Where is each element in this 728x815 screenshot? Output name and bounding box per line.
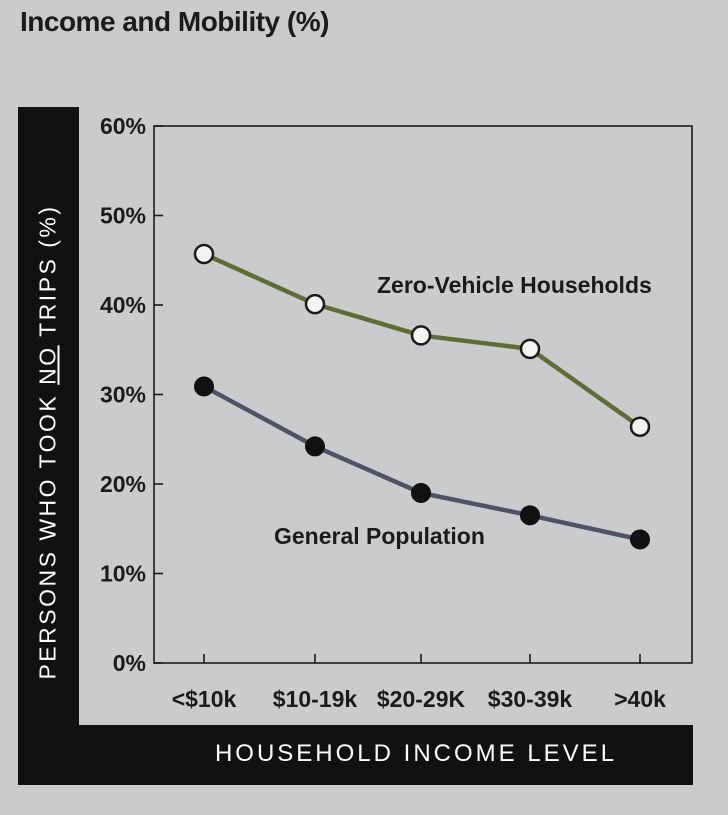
data-point (193, 243, 215, 265)
x-tick-label: $10-19k (273, 686, 358, 712)
data-point (305, 436, 325, 457)
x-tick-label: $20-29K (377, 686, 466, 712)
plot-frame (153, 125, 693, 664)
data-point (519, 338, 541, 360)
series-label-general-population: General Population (274, 523, 485, 549)
x-tick-label: <$10k (172, 686, 237, 712)
series-label-zero-vehicle: Zero-Vehicle Households (377, 272, 652, 298)
y-tick-label: 20% (100, 471, 146, 497)
data-point (410, 325, 432, 346)
data-point (629, 416, 651, 437)
chart-title: Income and Mobility (%) (20, 6, 329, 37)
series-line-2 (202, 384, 641, 542)
x-axis-label-band (79, 725, 693, 785)
x-tick-label: $30-39k (488, 686, 573, 712)
y-tick-label: 30% (100, 382, 146, 408)
x-tick-label: >40k (614, 686, 666, 712)
y-tick-label: 40% (100, 292, 146, 318)
data-point (520, 505, 540, 526)
x-axis-label: HOUSEHOLD INCOME LEVEL (214, 740, 618, 767)
data-point (630, 529, 650, 550)
y-tick-label: 0% (113, 650, 146, 676)
data-point (304, 293, 326, 315)
y-tick-label: 10% (100, 561, 146, 587)
y-tick-label: 60% (100, 113, 146, 139)
data-point (194, 376, 214, 397)
y-axis-label-band (18, 107, 79, 785)
y-tick-label: 50% (100, 203, 146, 229)
data-point (411, 482, 431, 503)
